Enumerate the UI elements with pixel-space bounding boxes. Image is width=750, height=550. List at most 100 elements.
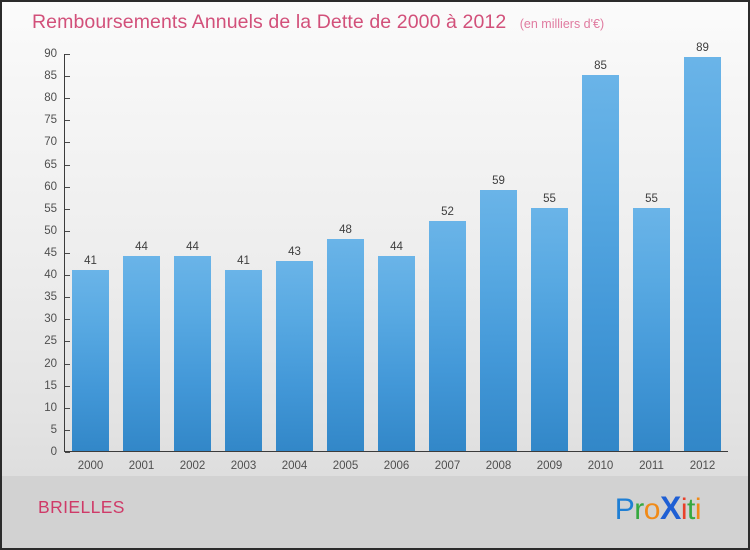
y-tick-mark: [65, 142, 70, 144]
bar-value-label: 44: [135, 241, 148, 254]
bar[interactable]: [123, 256, 160, 451]
bar-value-label: 41: [84, 254, 97, 267]
bar[interactable]: [531, 207, 568, 451]
y-tick-mark: [65, 452, 70, 453]
y-tick-label: 20: [44, 357, 57, 370]
proxiti-logo: ProXiti: [614, 490, 702, 527]
y-tick-label: 5: [50, 423, 57, 436]
bar[interactable]: [429, 221, 466, 451]
bar-value-label: 52: [441, 206, 454, 219]
logo-letter-i-second: i: [694, 493, 702, 526]
logo-letter-p: P: [614, 493, 635, 526]
logo-letter-x: X: [659, 490, 681, 526]
x-tick-label: 2001: [128, 460, 155, 472]
y-tick-label: 70: [44, 136, 57, 149]
y-tick-mark: [65, 208, 70, 210]
y-tick-mark: [65, 363, 70, 365]
logo-letter-i-first: i: [680, 493, 688, 526]
bar-group[interactable]: 55 2011: [633, 54, 670, 472]
y-tick-mark: [65, 275, 70, 277]
y-tick-mark: [65, 407, 70, 409]
bar-group[interactable]: 85 2010: [582, 54, 619, 472]
bar-value-label: 55: [543, 192, 556, 205]
footer-bar: BRIELLES ProXiti: [2, 476, 748, 548]
bar-value-label: 59: [492, 175, 505, 188]
y-tick-mark: [65, 98, 70, 100]
chart-header: Remboursements Annuels de la Dette de 20…: [32, 11, 604, 34]
bar-value-label: 43: [288, 245, 301, 258]
bar-value-label: 48: [339, 223, 352, 236]
bar-value-label: 89: [696, 42, 709, 55]
logo-letter-o: o: [643, 493, 661, 526]
y-tick-mark: [65, 297, 70, 299]
y-axis-line: [64, 54, 65, 452]
y-tick-label: 40: [44, 269, 57, 282]
x-tick-label: 2012: [689, 460, 716, 472]
logo-letter-t: t: [686, 493, 695, 526]
x-axis-line: [64, 451, 728, 452]
bar[interactable]: [276, 260, 313, 451]
bar[interactable]: [327, 238, 364, 451]
y-tick-label: 55: [44, 202, 57, 215]
bar-group[interactable]: 89 2012: [684, 42, 721, 472]
bar[interactable]: [684, 57, 721, 451]
logo-letter-r: r: [634, 493, 644, 526]
y-tick-mark: [65, 164, 70, 166]
y-tick-mark: [65, 429, 70, 431]
bar-value-label: 44: [390, 241, 403, 254]
y-tick-label: 0: [50, 446, 57, 458]
y-tick-label: 75: [44, 114, 57, 127]
x-tick-label: 2002: [179, 460, 206, 472]
bar-group[interactable]: 44 2006: [378, 54, 415, 472]
bar-group[interactable]: 52 2007: [429, 54, 466, 472]
bar-group[interactable]: 41 2000: [72, 54, 109, 472]
bar-value-label: 41: [237, 254, 250, 267]
x-tick-label: 2009: [536, 460, 563, 472]
x-tick-label: 2000: [77, 460, 104, 472]
bar-series: 41 2000 44 2001 44 2002 41 2003 43 2004 48 2005 44 20…: [65, 42, 728, 472]
y-tick-label: 30: [44, 313, 57, 326]
bar-group[interactable]: 44 2001: [123, 54, 160, 472]
bar-group[interactable]: 44 2002: [174, 54, 211, 472]
bar[interactable]: [225, 269, 262, 451]
bar[interactable]: [582, 75, 619, 451]
bar-group[interactable]: 59 2008: [480, 54, 517, 472]
x-tick-label: 2005: [332, 460, 359, 472]
plot-area: 0 5 10 15 20 25 30 35 40 45 50 55 60 65 70 75 80 85 90 41 2…: [44, 42, 728, 472]
x-tick-label: 2004: [281, 460, 308, 472]
y-tick-label: 80: [44, 92, 57, 105]
y-tick-mark: [65, 186, 70, 188]
bar[interactable]: [633, 207, 670, 451]
page-title: Remboursements Annuels de la Dette de 20…: [32, 11, 507, 33]
x-tick-label: 2010: [587, 460, 614, 472]
x-tick-label: 2007: [434, 460, 461, 472]
bar-value-label: 85: [594, 60, 607, 73]
y-tick-mark: [65, 319, 70, 321]
bar[interactable]: [480, 190, 517, 451]
bar-value-label: 55: [645, 192, 658, 205]
bar-value-label: 44: [186, 241, 199, 254]
y-tick-label: 35: [44, 291, 57, 304]
x-tick-label: 2011: [639, 460, 664, 472]
bar[interactable]: [174, 256, 211, 451]
bar-group[interactable]: 41 2003: [225, 54, 262, 472]
y-tick-mark: [65, 385, 70, 387]
bar[interactable]: [378, 256, 415, 451]
bar[interactable]: [72, 269, 109, 451]
y-tick-mark: [65, 54, 70, 55]
y-tick-label: 10: [44, 401, 57, 414]
y-tick-label: 85: [44, 70, 57, 83]
y-tick-label: 25: [44, 335, 57, 348]
y-tick-mark: [65, 76, 70, 78]
bar-group[interactable]: 48 2005: [327, 54, 364, 472]
x-tick-label: 2003: [230, 460, 257, 472]
y-tick-mark: [65, 341, 70, 343]
y-tick-label: 65: [44, 158, 57, 171]
y-tick-label: 50: [44, 224, 57, 237]
bar-group[interactable]: 55 2009: [531, 54, 568, 472]
y-tick-label: 15: [44, 379, 57, 392]
x-tick-label: 2006: [383, 460, 410, 472]
place-name-label: BRIELLES: [38, 497, 125, 517]
bar-group[interactable]: 43 2004: [276, 54, 313, 472]
